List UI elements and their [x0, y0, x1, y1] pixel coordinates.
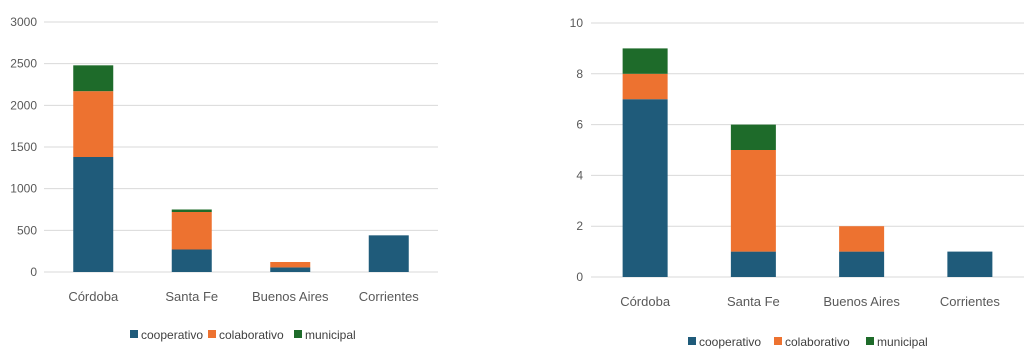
bar-cooperativo — [730, 251, 776, 277]
y-tick-label: 2 — [576, 219, 583, 233]
bar-municipal — [73, 65, 114, 92]
x-category-label: Santa Fe — [165, 289, 218, 304]
legend-label: municipal — [305, 328, 356, 342]
legend-swatch — [130, 330, 138, 338]
legend-label: cooperativo — [141, 328, 203, 342]
y-tick-label: 0 — [576, 270, 583, 284]
legend-swatch — [774, 337, 782, 345]
legend-swatch — [688, 337, 696, 345]
legend-label: municipal — [877, 335, 928, 349]
bar-municipal — [622, 48, 668, 74]
legend-label: cooperativo — [699, 335, 761, 349]
y-tick-label: 6 — [576, 118, 583, 132]
bar-cooperativo — [171, 249, 212, 272]
bar-colaborativo — [270, 262, 311, 268]
bar-cooperativo — [270, 267, 311, 272]
bar-colaborativo — [839, 226, 885, 252]
y-tick-label: 2000 — [10, 98, 37, 112]
legend-swatch — [866, 337, 874, 345]
x-category-label: Buenos Aires — [823, 294, 900, 309]
legend-label: colaborativo — [219, 328, 284, 342]
x-category-label: Corrientes — [359, 289, 419, 304]
bar-colaborativo — [730, 150, 776, 252]
y-tick-label: 500 — [17, 223, 37, 237]
bar-colaborativo — [622, 73, 668, 100]
legend-label: colaborativo — [785, 335, 850, 349]
x-category-label: Córdoba — [620, 294, 671, 309]
bar-cooperativo — [622, 99, 668, 277]
bar-cooperativo — [73, 157, 114, 272]
bar-municipal — [171, 209, 212, 212]
y-tick-label: 0 — [30, 265, 37, 279]
y-tick-label: 2500 — [10, 57, 37, 71]
legend-swatch — [294, 330, 302, 338]
chart-right: 0 2 4 6 8 10 Córdoba Santa Fe Buenos Aires Corrie… — [570, 16, 1024, 349]
y-tick-label: 1000 — [10, 182, 37, 196]
x-category-label: Buenos Aires — [252, 289, 329, 304]
bar-cooperativo — [947, 251, 993, 277]
y-tick-label: 8 — [576, 67, 583, 81]
legend-swatch — [208, 330, 216, 338]
bar-cooperativo — [368, 235, 409, 272]
bar-colaborativo — [73, 91, 114, 157]
chart-left: 0 500 1000 1500 2000 2500 3000 Córdoba Santa Fe B… — [10, 15, 438, 342]
x-category-label: Santa Fe — [727, 294, 780, 309]
y-tick-label: 1500 — [10, 140, 37, 154]
x-category-label: Córdoba — [68, 289, 119, 304]
bar-municipal — [730, 124, 776, 150]
y-tick-label: 4 — [576, 168, 583, 182]
bar-cooperativo — [839, 251, 885, 277]
bar-colaborativo — [171, 212, 212, 250]
x-category-label: Corrientes — [940, 294, 1000, 309]
y-tick-label: 3000 — [10, 15, 37, 29]
y-tick-label: 10 — [570, 16, 584, 30]
